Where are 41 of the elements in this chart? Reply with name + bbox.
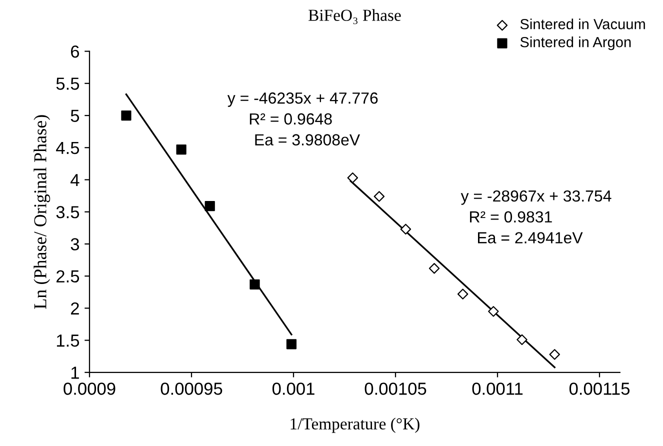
y-tick-label: 4 [70, 174, 80, 186]
point [400, 224, 412, 235]
point [121, 110, 132, 121]
point [488, 306, 499, 317]
legend-label: Sintered in Argon [520, 36, 631, 50]
y-tick-label: 3 [70, 238, 80, 250]
point [176, 144, 186, 155]
point [457, 288, 468, 300]
x-tick-label: 0.00105 [364, 382, 426, 395]
point [374, 191, 385, 202]
point [250, 279, 260, 290]
y-tick-label: 6 [71, 45, 80, 58]
annotation: Ea = 3.9808eV [255, 134, 360, 146]
annotation: Ea = 2.4941eV [478, 232, 583, 244]
point [549, 349, 560, 360]
annotation: R² = 0.9831 [470, 211, 552, 223]
y-tick-label: 2.5 [56, 270, 80, 283]
x-tick-label: 0.00115 [569, 382, 630, 395]
point [428, 263, 440, 274]
x-tick-label: 0.001 [272, 382, 314, 395]
point [347, 172, 358, 184]
y-axis-title: Ln (Phase/ Original Phase) [34, 115, 50, 309]
annotation: y = -46235x + 47.776 [227, 92, 378, 107]
point [516, 334, 528, 346]
y-tick-label: 1 [71, 366, 79, 379]
y-tick-label: 4.5 [56, 142, 80, 154]
y-tick-label: 1.5 [56, 334, 80, 347]
x-axis-title: 1/Temperature (°K) [290, 418, 420, 433]
x-tick-label: 0.0011 [472, 382, 523, 395]
y-tick-label: 5.5 [56, 78, 80, 90]
x-tick-label: 0.00095 [160, 382, 222, 395]
y-tick-label: 2 [71, 302, 79, 314]
point [204, 201, 215, 212]
annotation: R² = 0.9648 [250, 113, 332, 125]
legend-label: Sintered in Vacuum [520, 18, 645, 30]
x-tick-label: 0.0009 [64, 382, 116, 395]
annotation: y = -28967x + 33.754 [460, 190, 612, 205]
y-tick-label: 5 [70, 110, 80, 122]
point [286, 339, 297, 350]
chart-title: BiFeO₃ Phase [308, 9, 401, 24]
y-tick-label: 3.5 [56, 206, 80, 218]
